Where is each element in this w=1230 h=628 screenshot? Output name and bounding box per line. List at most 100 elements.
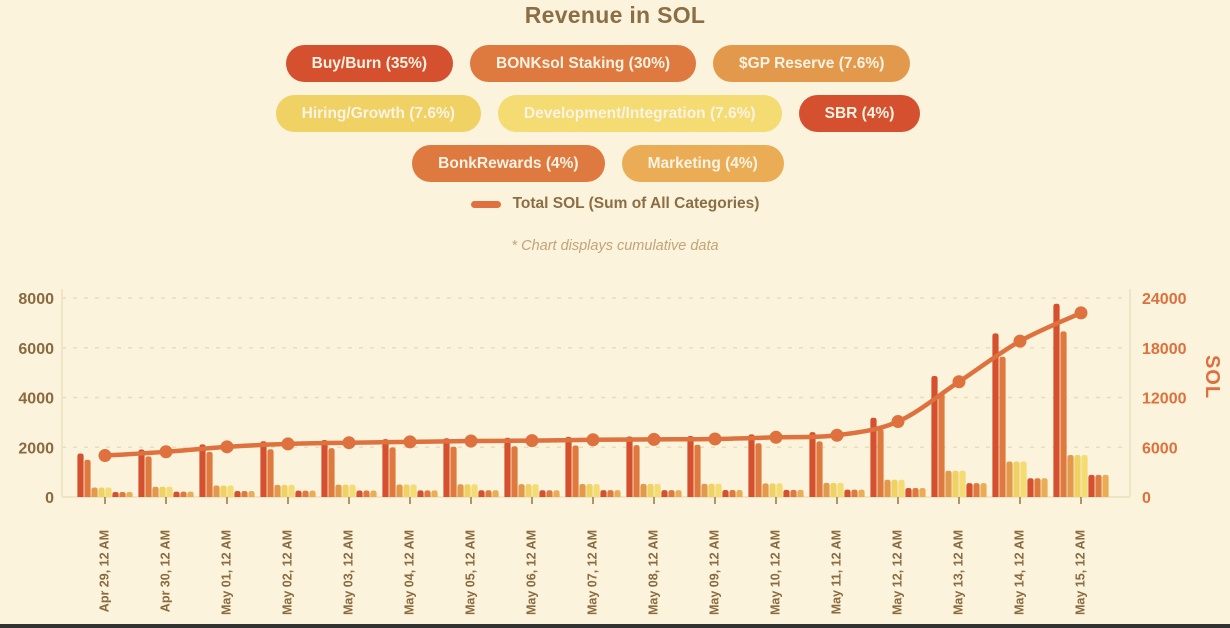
bar-bonkrewards[interactable]: BonkRewards: 262	[363, 490, 370, 497]
bar-gp-reserve[interactable]: $GP Reserve: 414	[152, 486, 159, 497]
legend-pill-bonkrewards-4[interactable]: BonkRewards (4%)	[412, 145, 605, 182]
bar-gp-reserve[interactable]: $GP Reserve: 505	[396, 484, 403, 497]
bar-buy-burn[interactable]: Buy/Burn: 2415	[565, 436, 572, 497]
bar-bonksol-staking[interactable]: BONKsol Staking: 5640	[999, 356, 1006, 497]
bar-sbr[interactable]: SBR: 298	[844, 489, 851, 497]
bar-bonkrewards[interactable]: BonkRewards: 752	[1034, 478, 1041, 497]
bar-bonkrewards[interactable]: BonkRewards: 272	[546, 490, 553, 497]
total-sol-point[interactable]: 18800	[1013, 334, 1027, 348]
total-sol-point[interactable]: 6750	[464, 434, 478, 448]
bar-hiring-growth[interactable]: Hiring/Growth: 532	[708, 483, 715, 497]
bar-development-integration[interactable]: Development/Integration: 692	[898, 479, 905, 497]
bar-marketing[interactable]: Marketing: 298	[858, 489, 865, 497]
total-sol-point[interactable]: 22200	[1074, 306, 1088, 320]
bar-buy-burn[interactable]: Buy/Burn: 3185	[870, 417, 877, 497]
bar-marketing[interactable]: Marketing: 278	[675, 490, 682, 497]
bar-hiring-growth[interactable]: Hiring/Growth: 517	[525, 484, 532, 497]
bar-buy-burn[interactable]: Buy/Burn: 2328	[382, 439, 389, 497]
bar-gp-reserve[interactable]: $GP Reserve: 498	[335, 484, 342, 497]
bar-gp-reserve[interactable]: $GP Reserve: 1056	[945, 470, 952, 497]
total-sol-point[interactable]: 6400	[281, 437, 295, 451]
bar-marketing[interactable]: Marketing: 262	[370, 490, 377, 497]
total-sol-point[interactable]: 13900	[952, 375, 966, 389]
bar-marketing[interactable]: Marketing: 276	[614, 490, 621, 497]
bar-buy-burn[interactable]: Buy/Burn: 2293	[321, 439, 328, 497]
bar-sbr[interactable]: SBR: 278	[661, 490, 668, 497]
legend-pill-gp-reserve-7-6[interactable]: $GP Reserve (7.6%)	[713, 45, 911, 82]
bar-hiring-growth[interactable]: Hiring/Growth: 513	[464, 484, 471, 497]
total-sol-point[interactable]: 9100	[891, 415, 905, 429]
bar-bonksol-staking[interactable]: BONKsol Staking: 1815	[206, 451, 213, 497]
bar-bonkrewards[interactable]: BonkRewards: 242	[241, 490, 248, 497]
revenue-chart[interactable]: 0 2000 4000 6000 8000 0 6000 12000 18000 24000 SOL…	[0, 278, 1230, 628]
total-sol-point[interactable]: 6900	[586, 433, 600, 447]
bar-bonksol-staking[interactable]: BONKsol Staking: 2160	[755, 443, 762, 497]
bar-development-integration[interactable]: Development/Integration: 486	[288, 484, 295, 497]
bar-bonksol-staking[interactable]: BONKsol Staking: 2025	[450, 446, 457, 497]
bar-bonkrewards[interactable]: BonkRewards: 298	[851, 489, 858, 497]
total-sol-legend[interactable]: Total SOL (Sum of All Categories)	[0, 195, 1230, 213]
total-sol-point[interactable]: 6800	[525, 434, 539, 448]
bar-development-integration[interactable]: Development/Integration: 513	[471, 484, 478, 497]
bar-gp-reserve[interactable]: $GP Reserve: 460	[213, 485, 220, 497]
bar-hiring-growth[interactable]: Hiring/Growth: 1056	[952, 470, 959, 497]
bar-gp-reserve[interactable]: $GP Reserve: 486	[274, 484, 281, 497]
bar-hiring-growth[interactable]: Hiring/Growth: 528	[647, 483, 654, 497]
bar-development-integration[interactable]: Development/Integration: 1056	[959, 470, 966, 497]
bar-gp-reserve[interactable]: $GP Reserve: 532	[701, 483, 708, 497]
bar-bonksol-staking[interactable]: BONKsol Staking: 2070	[572, 445, 579, 497]
total-sol-point[interactable]: 6650	[403, 435, 417, 449]
bar-buy-burn[interactable]: Buy/Burn: 2118	[199, 444, 206, 497]
bar-development-integration[interactable]: Development/Integration: 505	[410, 484, 417, 497]
bar-bonksol-staking[interactable]: BONKsol Staking: 2085	[633, 445, 640, 497]
bar-bonkrewards[interactable]: BonkRewards: 276	[607, 490, 614, 497]
bar-sbr[interactable]: SBR: 556	[966, 483, 973, 497]
bar-hiring-growth[interactable]: Hiring/Growth: 692	[891, 479, 898, 497]
bar-bonkrewards[interactable]: BonkRewards: 364	[912, 487, 919, 497]
bar-gp-reserve[interactable]: $GP Reserve: 517	[518, 484, 525, 497]
bar-development-integration[interactable]: Development/Integration: 528	[654, 483, 661, 497]
bar-hiring-growth[interactable]: Hiring/Growth: 566	[830, 482, 837, 497]
bar-marketing[interactable]: Marketing: 242	[248, 490, 255, 497]
bar-sbr[interactable]: SBR: 200	[112, 492, 119, 497]
bar-gp-reserve[interactable]: $GP Reserve: 524	[579, 483, 586, 497]
bar-sbr[interactable]: SBR: 280	[722, 490, 729, 497]
bar-gp-reserve[interactable]: $GP Reserve: 1687	[1067, 455, 1074, 497]
bar-gp-reserve[interactable]: $GP Reserve: 566	[823, 482, 830, 497]
bar-sbr[interactable]: SBR: 256	[295, 490, 302, 497]
bar-gp-reserve[interactable]: $GP Reserve: 547	[762, 483, 769, 497]
bar-development-integration[interactable]: Development/Integration: 566	[837, 482, 844, 497]
legend-pill-marketing-4[interactable]: Marketing (4%)	[621, 145, 784, 182]
bar-hiring-growth[interactable]: Hiring/Growth: 498	[342, 484, 349, 497]
bar-buy-burn[interactable]: Buy/Burn: 4865	[931, 375, 938, 497]
bar-development-integration[interactable]: Development/Integration: 498	[349, 484, 356, 497]
bar-bonksol-staking[interactable]: BONKsol Staking: 1635	[145, 456, 152, 497]
bar-development-integration[interactable]: Development/Integration: 1429	[1020, 461, 1027, 497]
bar-bonkrewards[interactable]: BonkRewards: 218	[180, 491, 187, 497]
bar-bonksol-staking[interactable]: BONKsol Staking: 1920	[267, 449, 274, 497]
legend-pill-bonksol-staking-30[interactable]: BONKsol Staking (30%)	[470, 45, 697, 82]
bar-marketing[interactable]: Marketing: 266	[431, 490, 438, 497]
bar-gp-reserve[interactable]: $GP Reserve: 513	[457, 484, 464, 497]
bar-marketing[interactable]: Marketing: 556	[980, 483, 987, 497]
bar-bonksol-staking[interactable]: BONKsol Staking: 2100	[694, 444, 701, 497]
bar-bonksol-staking[interactable]: BONKsol Staking: 1995	[389, 447, 396, 497]
legend-pill-hiring-growth-7-6[interactable]: Hiring/Growth (7.6%)	[275, 95, 481, 132]
bar-marketing[interactable]: Marketing: 752	[1041, 478, 1048, 497]
bar-bonkrewards[interactable]: BonkRewards: 280	[729, 490, 736, 497]
bar-bonkrewards[interactable]: BonkRewards: 288	[790, 489, 797, 497]
bar-buy-burn[interactable]: Buy/Burn: 1908	[138, 449, 145, 497]
bar-sbr[interactable]: SBR: 270	[478, 490, 485, 497]
bar-gp-reserve[interactable]: $GP Reserve: 692	[884, 479, 891, 497]
bar-sbr[interactable]: SBR: 218	[173, 491, 180, 497]
bar-bonksol-staking[interactable]: BONKsol Staking: 2235	[816, 441, 823, 497]
legend-pill-sbr-4[interactable]: SBR (4%)	[798, 95, 921, 132]
bar-buy-burn[interactable]: Buy/Burn: 2380	[504, 437, 511, 497]
bar-marketing[interactable]: Marketing: 218	[187, 491, 194, 497]
bar-marketing[interactable]: Marketing: 270	[492, 490, 499, 497]
bar-development-integration[interactable]: Development/Integration: 1687	[1081, 455, 1088, 497]
total-sol-point[interactable]: 5450	[159, 445, 173, 459]
bar-marketing[interactable]: Marketing: 888	[1102, 474, 1109, 497]
bar-buy-burn[interactable]: Buy/Burn: 6580	[992, 333, 999, 497]
bar-sbr[interactable]: SBR: 888	[1088, 474, 1095, 497]
